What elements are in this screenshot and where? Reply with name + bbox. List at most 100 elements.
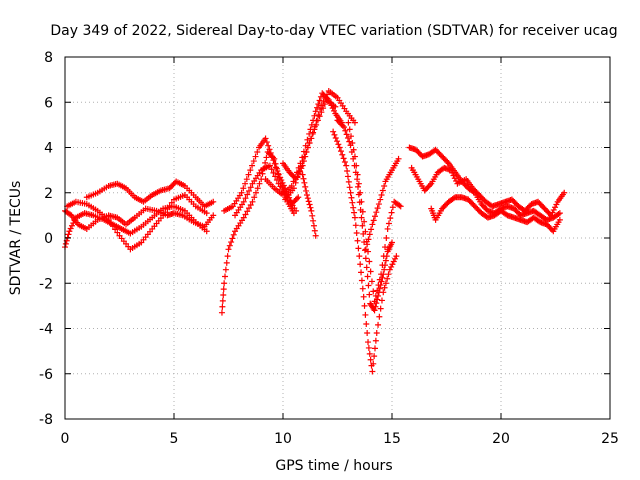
data-point <box>210 212 217 219</box>
chart-title: Day 349 of 2022, Sidereal Day-to-day VTE… <box>50 23 617 39</box>
data-point <box>310 129 317 136</box>
data-point <box>372 337 379 344</box>
data-point <box>370 360 377 367</box>
data-point <box>335 141 342 148</box>
data-point <box>240 185 247 192</box>
data-point <box>546 224 553 231</box>
data-point <box>432 146 439 153</box>
data-point <box>389 204 396 211</box>
data-point <box>249 162 256 169</box>
data-point <box>299 158 306 165</box>
data-point <box>511 205 518 212</box>
data-point <box>377 196 384 203</box>
data-point <box>272 173 279 180</box>
data-point <box>251 194 258 201</box>
data-point <box>556 210 563 217</box>
data-point <box>332 103 339 110</box>
data-point <box>271 160 278 167</box>
data-point <box>337 148 344 155</box>
y-tick-label: 4 <box>44 141 53 157</box>
data-point <box>383 235 390 241</box>
data-point <box>300 175 307 182</box>
data-point <box>249 198 256 205</box>
data-point <box>351 214 358 221</box>
data-point <box>549 226 556 233</box>
data-point <box>369 368 376 375</box>
data-point <box>107 220 114 227</box>
grid-lines <box>65 57 610 419</box>
data-point <box>311 227 318 234</box>
data-point <box>377 305 384 312</box>
data-series <box>62 87 568 375</box>
data-point <box>426 182 433 189</box>
data-point <box>297 168 304 175</box>
data-point <box>262 135 269 142</box>
data-point <box>368 226 375 233</box>
data-point <box>511 199 518 206</box>
data-point <box>415 149 422 156</box>
data-point <box>473 204 480 211</box>
data-point <box>379 187 386 194</box>
data-point <box>382 257 389 264</box>
data-point <box>341 124 348 131</box>
data-point <box>476 192 483 199</box>
y-tick-label: -2 <box>39 276 53 292</box>
data-point <box>437 152 444 159</box>
data-point <box>354 183 361 190</box>
data-point <box>351 119 358 126</box>
data-point <box>304 195 311 202</box>
data-point <box>330 128 337 135</box>
data-point <box>245 171 252 178</box>
data-point <box>168 199 175 206</box>
data-point <box>424 184 431 191</box>
data-point <box>469 185 476 192</box>
data-point <box>262 159 269 166</box>
data-point <box>479 202 486 209</box>
data-point <box>352 222 359 229</box>
data-point <box>537 201 544 208</box>
data-point <box>311 112 318 119</box>
data-point <box>203 210 210 217</box>
data-point <box>386 266 393 273</box>
data-point <box>343 131 350 138</box>
data-point <box>245 205 252 212</box>
data-point <box>536 200 543 207</box>
data-point <box>332 134 339 141</box>
data-point <box>219 303 226 310</box>
data-point <box>550 206 557 213</box>
data-point <box>339 151 346 158</box>
data-point <box>243 176 250 183</box>
data-point <box>66 228 73 235</box>
data-point <box>521 207 528 214</box>
data-point <box>535 198 542 205</box>
data-point <box>287 170 294 177</box>
data-point <box>512 200 519 207</box>
data-point <box>293 195 300 202</box>
data-point <box>546 211 553 218</box>
data-point <box>412 146 419 153</box>
data-point <box>265 142 272 149</box>
data-point <box>381 284 388 291</box>
data-point <box>223 259 230 266</box>
data-point <box>478 201 485 208</box>
y-tick-label: -4 <box>39 322 53 338</box>
data-point <box>515 209 522 216</box>
data-point <box>541 205 548 212</box>
data-point <box>160 212 167 219</box>
data-point <box>242 211 249 218</box>
data-point <box>240 214 247 221</box>
data-point <box>222 273 229 280</box>
data-point <box>353 162 360 169</box>
data-point <box>372 303 379 310</box>
data-point <box>366 350 373 357</box>
data-point <box>356 253 363 260</box>
x-tick-label: 20 <box>492 431 510 447</box>
data-point <box>245 187 252 194</box>
data-point <box>396 202 403 209</box>
data-point <box>266 146 273 153</box>
data-point <box>474 190 481 197</box>
data-point <box>252 153 259 160</box>
data-point <box>362 246 369 253</box>
data-point <box>355 180 362 187</box>
